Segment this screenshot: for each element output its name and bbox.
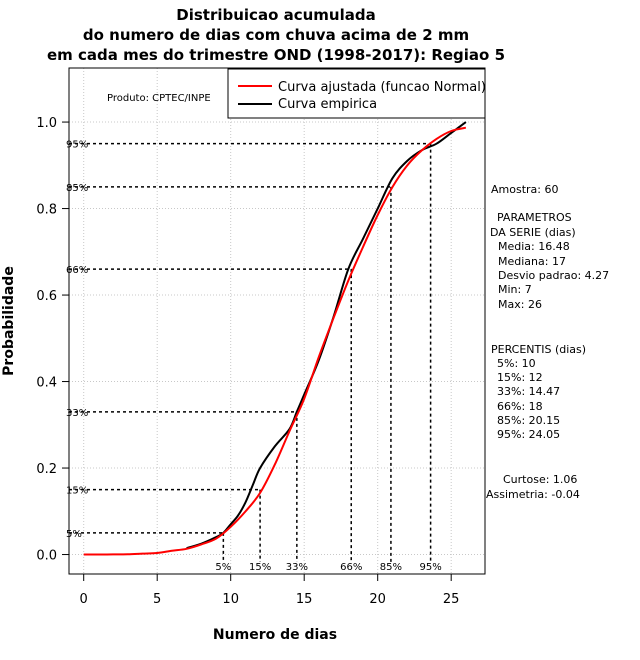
legend-box bbox=[227, 68, 486, 119]
stat-p95: 95%: 24.05 bbox=[497, 428, 560, 441]
stats-panel: Amostra: 60 PARAMETROS DA SERIE (dias) M… bbox=[486, 183, 609, 501]
legend: Curva ajustada (funcao Normal) Curva emp… bbox=[227, 68, 486, 119]
legend-label-fit: Curva ajustada (funcao Normal) bbox=[278, 80, 486, 95]
stat-p15: 15%: 12 bbox=[497, 371, 543, 384]
percentile-label-y-5: 95% bbox=[66, 140, 88, 151]
stat-p85: 85%: 20.15 bbox=[497, 414, 560, 427]
chart-title-line-2: do numero de dias com chuva acima de 2 m… bbox=[83, 26, 469, 44]
series-line-empirical bbox=[186, 121, 467, 550]
chart-title-line-3: em cada mes do trimestre OND (1998-2017)… bbox=[47, 46, 505, 64]
y-tick-label-4: 0.8 bbox=[36, 203, 57, 218]
percentile-label-y-3: 66% bbox=[66, 265, 88, 276]
percentile-label-x-3: 66% bbox=[340, 562, 362, 573]
series-group bbox=[83, 121, 467, 556]
chart-title-line-1: Distribuicao acumulada bbox=[176, 6, 375, 24]
series-line-fitted bbox=[83, 126, 467, 556]
source-label: Produto: CPTEC/INPE bbox=[107, 93, 211, 104]
stat-min: Min: 7 bbox=[498, 283, 532, 296]
axes: 0 5 10 15 20 25 0.0 0.2 0.4 0.6 0.8 1.0 bbox=[36, 116, 459, 607]
percentile-label-x-0: 5% bbox=[215, 562, 231, 573]
percentile-lines bbox=[69, 142, 432, 562]
percentile-label-x-1: 15% bbox=[249, 562, 271, 573]
x-tick-label-4: 20 bbox=[369, 592, 386, 607]
stat-media: Media: 16.48 bbox=[498, 240, 570, 253]
percentile-label-y-2: 33% bbox=[66, 408, 88, 419]
percentile-labels: 5% 5% 15% 15% 33% 33% 66% 66% 85% 85% 95% 95% bbox=[66, 140, 442, 573]
percentile-label-x-4: 85% bbox=[380, 562, 402, 573]
y-tick-label-5: 1.0 bbox=[36, 116, 57, 131]
y-tick-label-2: 0.4 bbox=[36, 376, 57, 391]
percentile-label-y-4: 85% bbox=[66, 183, 88, 194]
stat-p5: 5%: 10 bbox=[497, 357, 536, 370]
y-tick-label-1: 0.2 bbox=[36, 462, 57, 477]
stat-curtose: Curtose: 1.06 bbox=[503, 473, 577, 486]
x-tick-label-1: 5 bbox=[153, 592, 161, 607]
stat-p33: 33%: 14.47 bbox=[497, 385, 560, 398]
stat-amostra: Amostra: 60 bbox=[491, 183, 558, 196]
x-axis-title: Numero de dias bbox=[213, 627, 337, 643]
percentile-label-y-0: 5% bbox=[66, 529, 82, 540]
percentile-label-x-5: 95% bbox=[419, 562, 441, 573]
x-tick-label-0: 0 bbox=[80, 592, 88, 607]
plot-frame bbox=[68, 67, 486, 575]
x-tick-label-5: 25 bbox=[443, 592, 460, 607]
stat-params-title-2: DA SERIE (dias) bbox=[490, 226, 576, 239]
stat-desvio: Desvio padrao: 4.27 bbox=[498, 269, 609, 282]
stat-mediana: Mediana: 17 bbox=[498, 255, 566, 268]
x-tick-label-2: 10 bbox=[222, 592, 239, 607]
stat-percentis-title: PERCENTIS (dias) bbox=[491, 343, 586, 356]
stat-assimetria: Assimetria: -0.04 bbox=[486, 488, 580, 501]
percentile-label-y-1: 15% bbox=[66, 486, 88, 497]
y-axis-title: Probabilidade bbox=[1, 266, 17, 376]
legend-label-empirical: Curva empirica bbox=[278, 97, 377, 112]
x-tick-label-3: 15 bbox=[296, 592, 313, 607]
percentile-label-x-2: 33% bbox=[286, 562, 308, 573]
y-tick-label-3: 0.6 bbox=[36, 289, 57, 304]
stat-p66: 66%: 18 bbox=[497, 400, 543, 413]
y-tick-label-0: 0.0 bbox=[36, 549, 57, 564]
stat-max: Max: 26 bbox=[498, 298, 542, 311]
stat-params-title-1: PARAMETROS bbox=[497, 211, 572, 224]
